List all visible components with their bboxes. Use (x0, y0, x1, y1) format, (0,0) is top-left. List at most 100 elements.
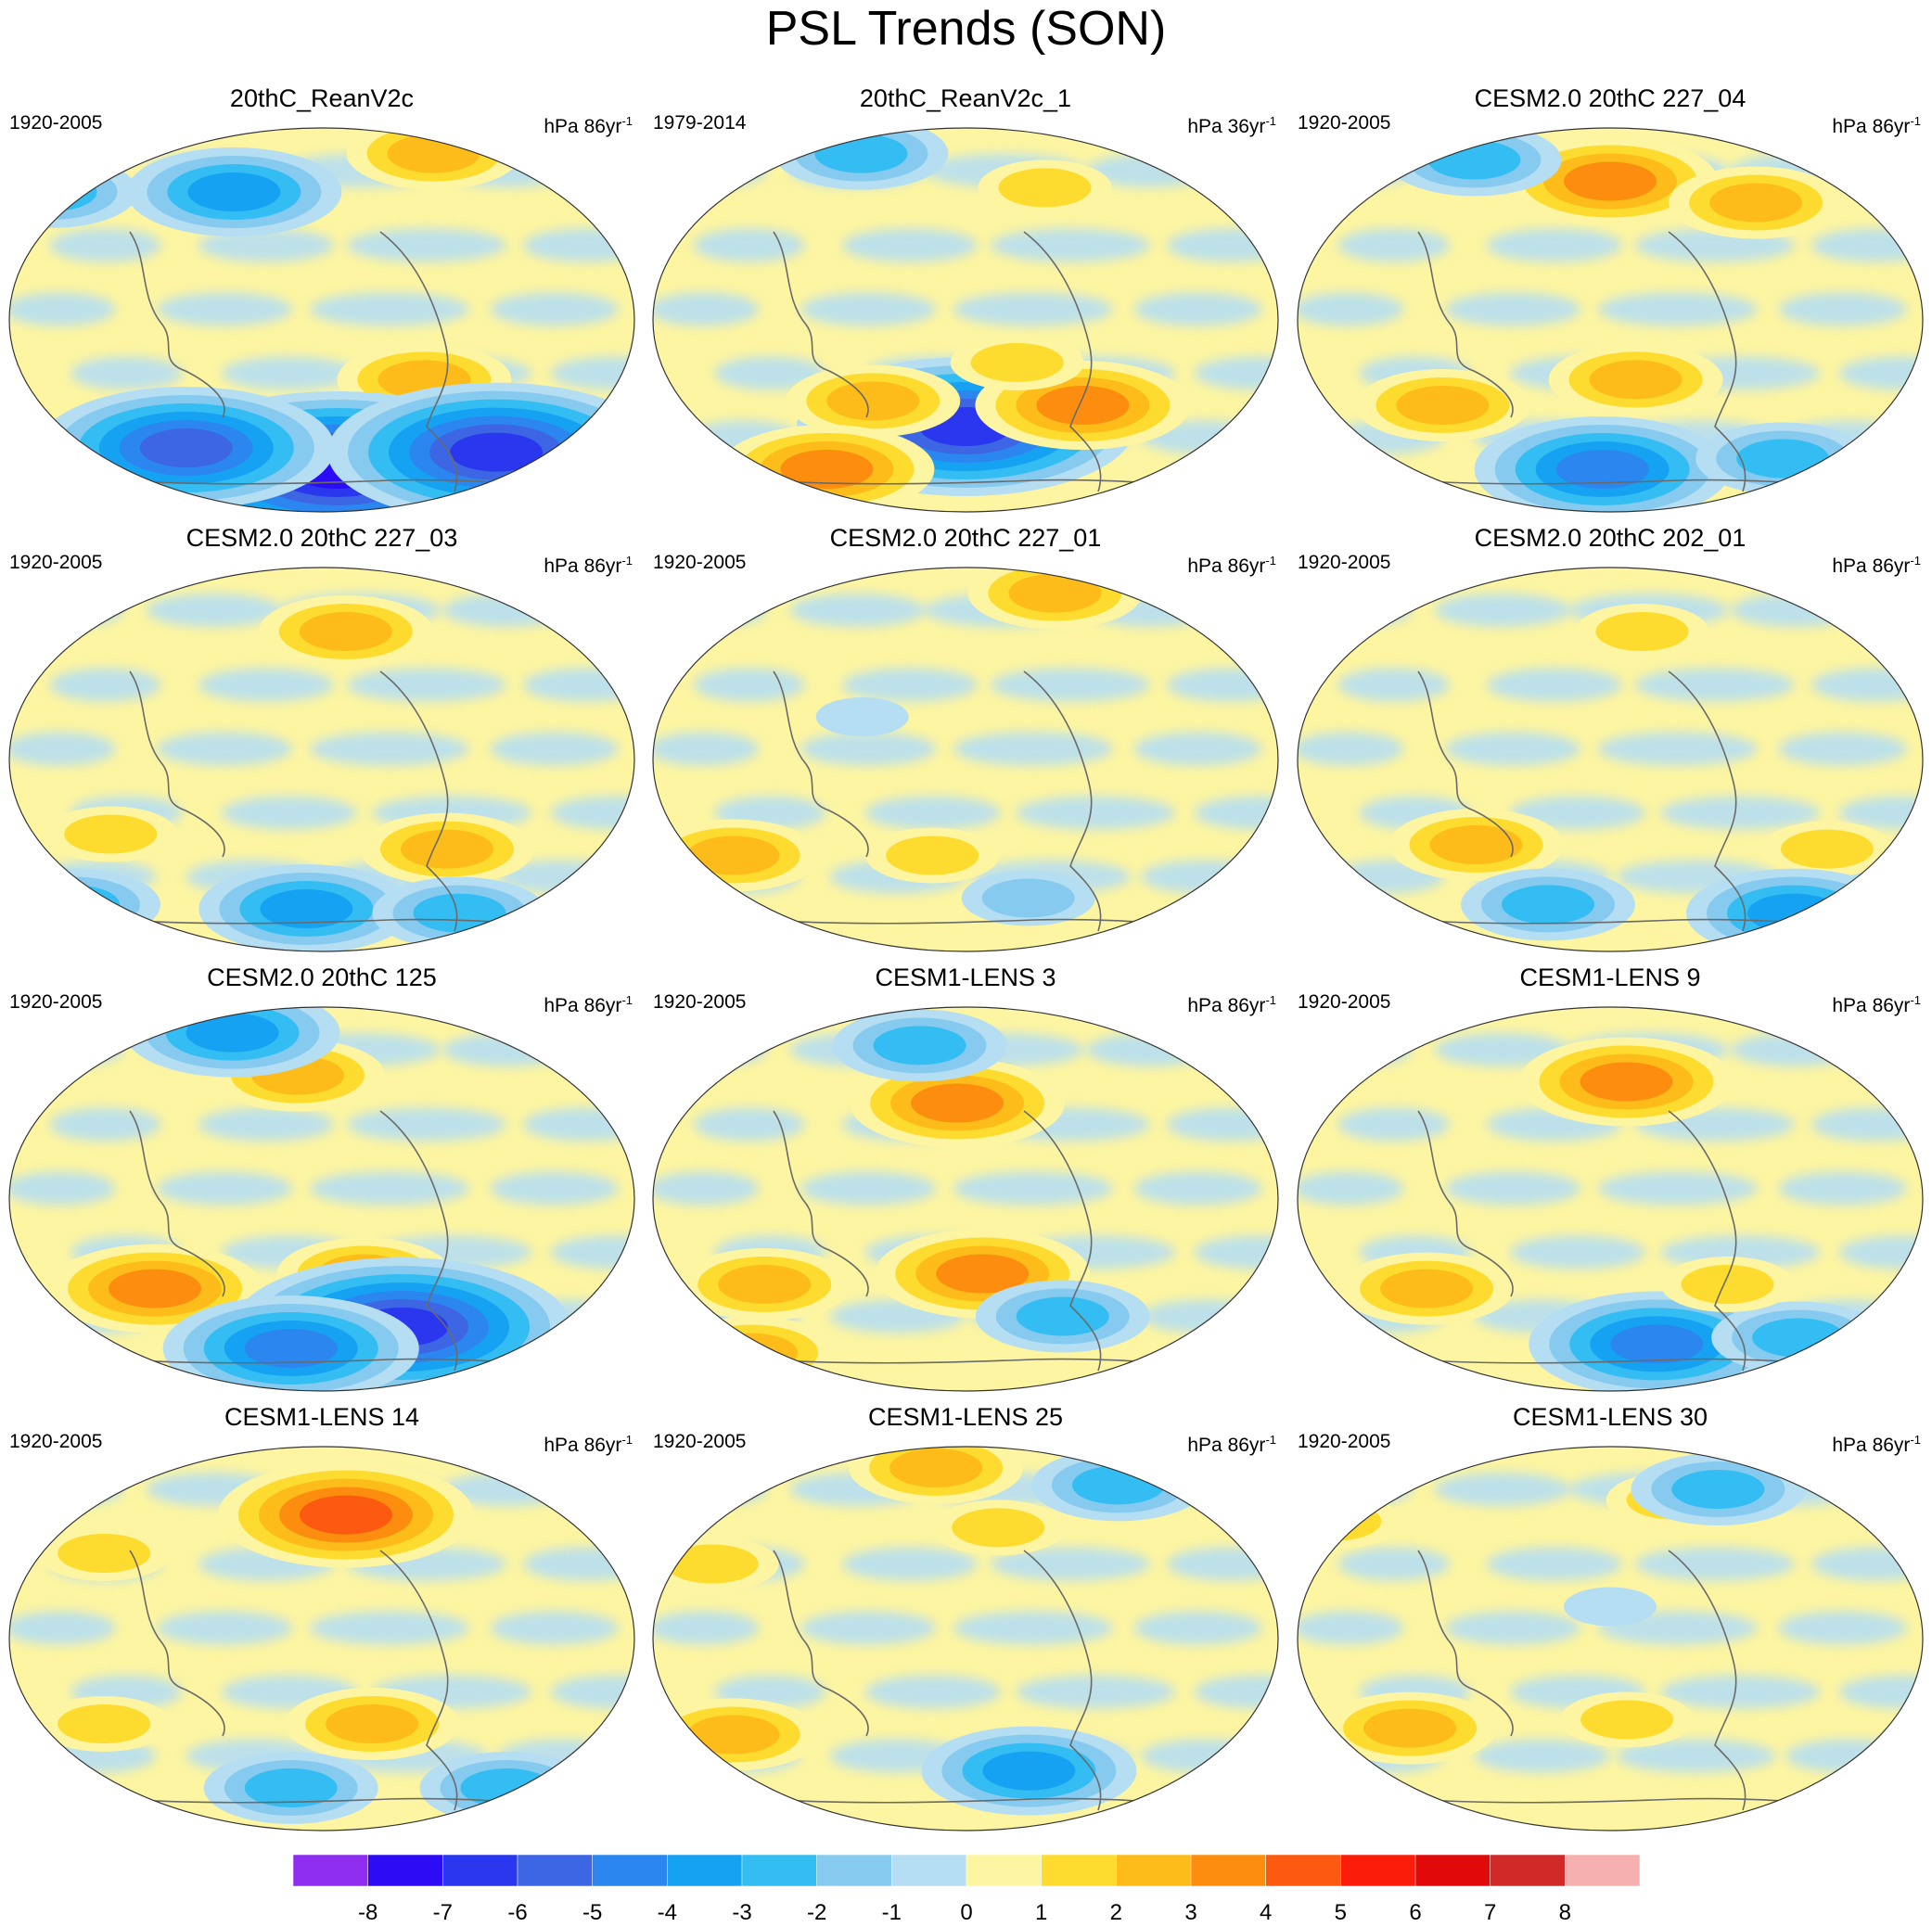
weak-negative-patch (11, 593, 123, 627)
weak-negative-patch (1299, 154, 1412, 187)
trend-contour (400, 829, 493, 869)
trend-contour (873, 1026, 966, 1066)
weak-negative-patch (864, 796, 1001, 830)
units-base: hPa (1187, 116, 1222, 137)
map-outline (652, 127, 1279, 513)
panel-units: hPa 86yr-1 (1832, 1428, 1921, 1458)
weak-negative-patch (1133, 292, 1262, 326)
weak-negative-patch (70, 356, 183, 390)
units-base: hPa (544, 1435, 579, 1456)
trend-contour (936, 1254, 1030, 1294)
weak-negative-patch (1434, 593, 1570, 627)
panel-period: 1920-2005 (1298, 112, 1391, 134)
trend-contour (139, 428, 233, 467)
weak-negative-patch (1445, 1171, 1581, 1206)
units-exponent: -1 (621, 554, 633, 568)
weak-negative-patch (309, 1611, 469, 1645)
panel-units: hPa 86yr-1 (544, 1428, 633, 1458)
weak-negative-patch (550, 356, 634, 390)
map-canvas (8, 1006, 635, 1392)
trend-contour (187, 172, 281, 211)
weak-negative-patch (1133, 1611, 1262, 1645)
asia-australia-coastline (1417, 1110, 1514, 1297)
panel-period: 1920-2005 (9, 552, 103, 573)
colorbar-box (367, 1854, 443, 1887)
panel-units: hPa 86yr-1 (1832, 109, 1921, 139)
units-base: hPa (1832, 116, 1867, 137)
weak-negative-patch (49, 668, 161, 702)
weak-negative-patch (990, 668, 1150, 702)
americas-coastline (1023, 670, 1102, 932)
panel-units: hPa 86yr-1 (544, 549, 633, 579)
colorbar-tick-label: -7 (433, 1900, 453, 1925)
panel-units: hPa 86yr-1 (1187, 989, 1276, 1018)
weak-negative-patch (198, 228, 334, 262)
map-outline (1297, 567, 1924, 952)
weak-negative-patch (1597, 292, 1758, 326)
units-base: hPa (1187, 555, 1222, 577)
weak-negative-patch (490, 732, 619, 766)
map-panel: CESM1-LENS 30 1920-2005 hPa 86yr-1 (1288, 1402, 1932, 1838)
colorbar-tick-label: -8 (358, 1900, 377, 1925)
map-canvas (652, 127, 1279, 513)
panel-units: hPa 86yr-1 (544, 989, 633, 1018)
trend-contour (1780, 829, 1874, 869)
map-canvas (8, 127, 635, 513)
weak-negative-patch (9, 292, 116, 326)
weak-negative-patch (1660, 1675, 1821, 1709)
colorbar-tick-label: 6 (1409, 1900, 1421, 1925)
weak-negative-patch (1445, 732, 1581, 766)
units-rate: 86yr (1227, 995, 1266, 1016)
colorbar-tick-label: -6 (507, 1900, 527, 1925)
trend-features (653, 568, 1143, 926)
weak-negative-patch (550, 1675, 634, 1709)
units-rate: 36yr (1227, 116, 1266, 137)
colorbar-box (592, 1854, 668, 1887)
trend-contour (718, 1265, 812, 1304)
americas-coastline (1023, 1110, 1102, 1372)
map-panel: CESM1-LENS 3 1920-2005 hPa 86yr-1 (644, 963, 1287, 1398)
weak-negative-patch (1785, 1739, 1914, 1773)
weak-negative-patch (1194, 796, 1278, 830)
weak-negative-patch (655, 1033, 767, 1066)
map-panel: 20thC_ReanV2c_1 1979-2014 hPa 36yr-1 (644, 83, 1287, 519)
weak-negative-patch (800, 1171, 937, 1206)
asia-australia-coastline (1417, 1550, 1514, 1737)
panel-period: 1920-2005 (1298, 1431, 1391, 1452)
figure-title: PSL Trends (SON) (765, 2, 1167, 56)
panel-title: CESM1-LENS 3 (875, 964, 1056, 991)
trend-contour (460, 1768, 554, 1807)
map-panel: CESM2.0 20thC 202_01 1920-2005 hPa 86yr-1 (1288, 523, 1932, 959)
units-rate: 86yr (583, 555, 622, 577)
weak-negative-patch (11, 1473, 123, 1506)
weak-negative-patch (653, 732, 760, 766)
weak-negative-patch (953, 292, 1113, 326)
weak-negative-patch (49, 1107, 161, 1142)
trend-contour (1580, 1062, 1673, 1102)
units-base: hPa (1187, 1435, 1222, 1456)
trend-contour (109, 1269, 202, 1308)
weak-negative-patch (1616, 1739, 1776, 1773)
weak-negative-patch (490, 1171, 619, 1206)
trend-contour (299, 1495, 392, 1535)
weak-negative-patch (1838, 796, 1923, 830)
weak-negative-patch (346, 668, 506, 702)
colorbar-tick-label: 8 (1559, 1900, 1571, 1925)
trend-contour (1610, 1324, 1704, 1364)
trend-contour (1564, 1587, 1657, 1627)
weak-negative-patch (1597, 1171, 1758, 1206)
panel-period: 1920-2005 (9, 991, 103, 1013)
trend-contour (244, 1329, 338, 1368)
trend-contour (911, 1083, 1004, 1123)
weak-negative-patch (1016, 796, 1176, 830)
asia-australia-coastline (129, 1550, 225, 1737)
colorbar-tick-label: -5 (582, 1900, 602, 1925)
map-outline (652, 1446, 1279, 1831)
weak-negative-patch (1434, 1473, 1570, 1506)
weak-negative-patch (157, 732, 293, 766)
trend-contour (1736, 439, 1830, 479)
colorbar-box (966, 1854, 1042, 1887)
weak-negative-patch (1731, 1033, 1860, 1066)
trend-contour (1681, 1265, 1774, 1304)
panel-period: 1920-2005 (1298, 991, 1391, 1013)
